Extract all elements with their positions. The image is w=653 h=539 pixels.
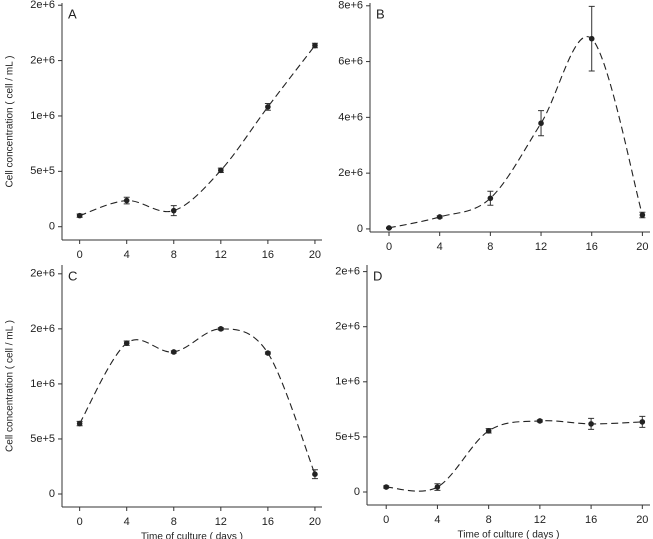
x-tick-label: 16 — [262, 516, 274, 528]
data-point — [76, 420, 83, 427]
x-tick-label: 12 — [535, 241, 547, 253]
y-tick-label: 5e+5 — [335, 431, 360, 443]
fit-curve — [386, 420, 643, 492]
data-point — [639, 419, 646, 425]
x-tick-label: 0 — [77, 249, 83, 261]
panel-label: D — [373, 268, 382, 283]
x-tick-label: 8 — [171, 516, 177, 528]
y-tick-label: 1e+6 — [30, 378, 55, 390]
x-axis-label: Time of culture ( days ) — [458, 530, 560, 539]
x-tick-label: 12 — [215, 516, 227, 528]
x-tick-label: 20 — [636, 241, 648, 253]
data-point — [434, 484, 441, 490]
data-point — [538, 120, 544, 127]
x-tick-label: 0 — [386, 241, 392, 253]
x-tick-label: 4 — [437, 241, 443, 253]
x-tick-label: 20 — [636, 514, 648, 526]
y-tick-label: 2e+6 — [30, 323, 55, 335]
data-point — [312, 42, 318, 49]
data-point — [170, 349, 177, 355]
x-tick-label: 8 — [171, 249, 177, 261]
y-tick-label: 0 — [49, 221, 55, 233]
y-tick-label: 2e+6 — [30, 54, 55, 66]
x-tick-label: 4 — [434, 514, 440, 526]
y-tick-label: 2e+6 — [338, 167, 363, 179]
x-tick-label: 12 — [215, 249, 227, 261]
x-tick-label: 20 — [309, 249, 321, 261]
x-tick-label: 16 — [262, 249, 274, 261]
x-tick-label: 4 — [124, 516, 130, 528]
x-tick-label: 20 — [309, 516, 321, 528]
y-tick-label: 2e+6 — [335, 321, 360, 333]
y-axis-label: Cell concentration ( cell / mL ) — [5, 56, 16, 188]
y-tick-label: 0 — [49, 488, 55, 500]
data-point — [123, 197, 130, 204]
y-axis-label: Cell concentration ( cell / mL ) — [5, 320, 16, 452]
data-point — [537, 418, 543, 424]
data-point — [218, 167, 224, 174]
y-tick-label: 1e+6 — [335, 376, 360, 388]
panel-label: C — [68, 268, 77, 283]
data-point — [265, 350, 271, 356]
data-point — [265, 104, 271, 110]
x-tick-label: 16 — [586, 241, 598, 253]
x-tick-label: 4 — [124, 249, 130, 261]
data-point — [487, 195, 494, 202]
data-point — [436, 214, 443, 220]
x-tick-label: 16 — [585, 514, 597, 526]
data-point — [588, 35, 595, 42]
data-point — [386, 225, 392, 231]
panel-label: B — [376, 6, 385, 21]
data-point — [639, 212, 646, 218]
y-tick-label: 8e+6 — [338, 0, 363, 12]
fit-curve — [79, 328, 316, 475]
x-tick-label: 8 — [486, 514, 492, 526]
data-point — [383, 484, 390, 490]
data-point — [76, 212, 83, 219]
x-axis-label: Time of culture ( days ) — [141, 532, 243, 539]
y-tick-label: 5e+5 — [30, 165, 55, 177]
data-point — [485, 428, 492, 434]
panel-label: A — [68, 6, 77, 21]
y-tick-label: 1e+6 — [30, 110, 55, 122]
y-tick-label: 0 — [354, 486, 360, 498]
x-tick-label: 12 — [534, 514, 546, 526]
y-tick-label: 2e+6 — [335, 266, 360, 278]
data-point — [123, 340, 130, 346]
data-point — [588, 421, 594, 427]
y-tick-label: 0 — [357, 223, 363, 235]
y-tick-label: 6e+6 — [338, 55, 363, 67]
x-tick-label: 0 — [77, 516, 83, 528]
y-tick-label: 2e+6 — [30, 268, 55, 280]
y-tick-label: 4e+6 — [338, 111, 363, 123]
data-point — [312, 471, 318, 477]
y-tick-label: 5e+5 — [30, 433, 55, 445]
x-tick-label: 0 — [383, 514, 389, 526]
fit-curve — [79, 45, 316, 217]
data-point — [170, 207, 177, 214]
y-tick-label: 2e+6 — [30, 0, 55, 11]
data-point — [218, 326, 224, 332]
x-tick-label: 8 — [487, 241, 493, 253]
fit-curve — [388, 36, 643, 229]
